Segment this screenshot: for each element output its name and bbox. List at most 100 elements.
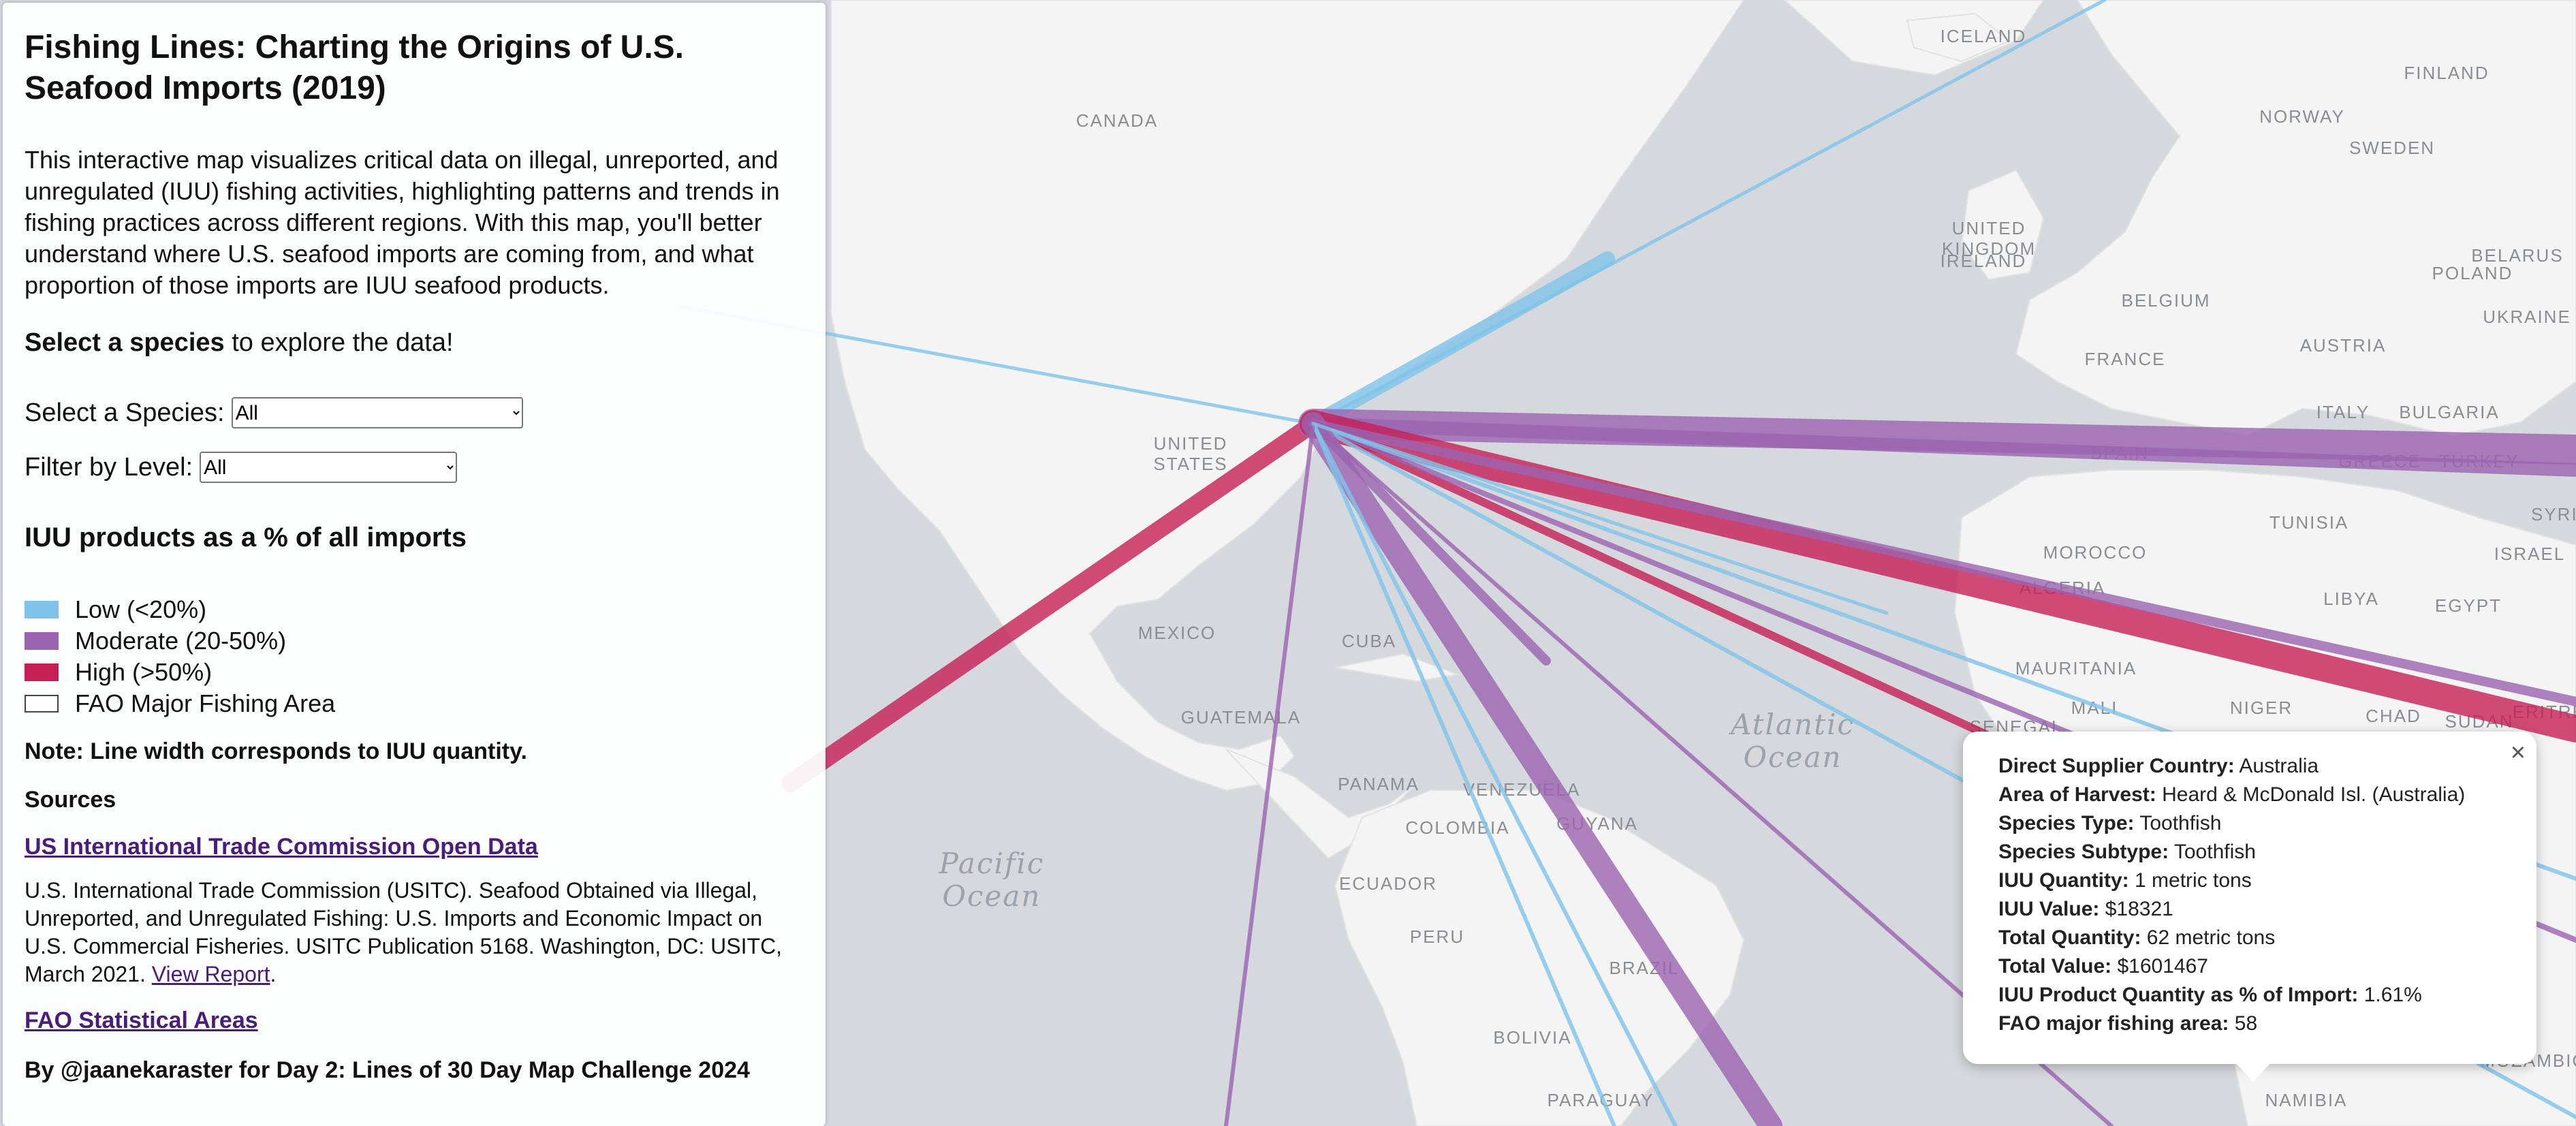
country-label: ISRAEL: [2494, 544, 2566, 564]
country-label: BELARUS: [2471, 245, 2563, 266]
legend-swatch-moderate: [25, 632, 59, 650]
popup-row-iuu-percent: IUU Product Quantity as % of Import: 1.6…: [1998, 981, 2515, 1010]
country-label: BOLIVIA: [1493, 1027, 1571, 1048]
citation-text: U.S. International Trade Commission (USI…: [25, 878, 783, 986]
country-label: LIBYA: [2323, 589, 2379, 609]
country-label: MOROCCO: [2043, 542, 2148, 563]
ocean-label: Pacific: [939, 847, 1045, 880]
trade-flow-line-high[interactable]: [781, 415, 1322, 792]
country-label: UKRAINE: [2483, 307, 2571, 327]
country-label: NORWAY: [2259, 106, 2345, 127]
popup-label: Species Subtype:: [1998, 841, 2169, 863]
instruction-bold: Select a species: [25, 328, 225, 357]
legend-item-moderate: Moderate (20-50%): [25, 625, 804, 657]
line-width-note: Note: Line width corresponds to IUU quan…: [25, 738, 527, 764]
country-label: ICELAND: [1941, 26, 2027, 46]
popup-value: $1601467: [2117, 955, 2208, 978]
country-label: IRELAND: [1941, 251, 2027, 271]
ocean-label: Ocean: [943, 879, 1041, 913]
popup-value: 62 metric tons: [2146, 926, 2276, 949]
author-credit: By @jaanekaraster for Day 2: Lines of 30…: [25, 1057, 750, 1083]
popup-value: Heard & McDonald Isl. (Australia): [2162, 783, 2466, 806]
level-label: Filter by Level:: [25, 452, 193, 482]
country-label: EGYPT: [2435, 595, 2502, 616]
popup-label: Total Quantity:: [1998, 926, 2141, 949]
sources-heading: Sources: [25, 787, 116, 813]
trade-flow-line-moderate[interactable]: [1308, 419, 1551, 666]
description: This interactive map visualizes critical…: [25, 146, 780, 299]
trade-flow-line-high[interactable]: [1309, 420, 1993, 740]
usitc-data-link[interactable]: US International Trade Commission Open D…: [25, 834, 538, 860]
popup-label: Direct Supplier Country:: [1998, 755, 2235, 777]
species-control: Select a Species: All: [25, 397, 804, 428]
fao-areas-link[interactable]: FAO Statistical Areas: [25, 1007, 258, 1033]
trade-flow-line-low[interactable]: [1311, 422, 1678, 1126]
popup-pointer: [2235, 1063, 2271, 1082]
trade-flow-line-moderate[interactable]: [1224, 422, 1315, 1126]
legend-swatch-low: [25, 601, 59, 619]
species-label: Select a Species:: [25, 398, 225, 427]
trade-flow-line-low[interactable]: [1311, 422, 1616, 1126]
country-label: BULGARIA: [2399, 402, 2500, 422]
legend-label-fao: FAO Major Fishing Area: [75, 689, 336, 717]
ocean-label: Atlantic: [1728, 708, 1855, 741]
country-label: SWEDEN: [2349, 138, 2435, 158]
country-label: CUBA: [1342, 631, 1396, 651]
country-label: ITALY: [2316, 402, 2370, 422]
country-label: TUNISIA: [2269, 512, 2349, 533]
species-select[interactable]: All: [231, 397, 523, 428]
legend-item-high: High (>50%): [25, 657, 804, 688]
country-label: SYRIA: [2531, 504, 2576, 525]
popup-value: 1.61%: [2363, 984, 2422, 1006]
popup-row-species-subtype: Species Subtype: Toothfish: [1998, 838, 2515, 866]
popup-row-iuu-quantity: IUU Quantity: 1 metric tons: [1998, 866, 2515, 895]
legend-swatch-fao: [25, 695, 59, 713]
country-label: CHAD: [2366, 706, 2421, 726]
popup-value: Australia: [2239, 755, 2319, 777]
popup-row-species-type: Species Type: Toothfish: [1998, 809, 2515, 838]
view-report-link[interactable]: View Report: [151, 962, 270, 986]
trade-flow-line-low[interactable]: [1311, 422, 1889, 615]
popup-label: Total Value:: [1998, 955, 2112, 978]
country-label: GUATEMALA: [1181, 707, 1301, 728]
country-label: NAMIBIA: [2265, 1090, 2348, 1110]
popup-row-supplier: Direct Supplier Country: Australia: [1998, 752, 2515, 781]
citation: U.S. International Trade Commission (USI…: [25, 878, 783, 986]
country-label: POLAND: [2432, 263, 2513, 283]
legend-label-low: Low (<20%): [75, 595, 207, 623]
legend: Low (<20%) Moderate (20-50%) High (>50%)…: [25, 594, 804, 719]
popup-row-total-value: Total Value: $1601467: [1998, 952, 2515, 981]
page-title: Fishing Lines: Charting the Origins of U…: [25, 29, 685, 106]
trade-flow-line-low[interactable]: [1306, 251, 1615, 431]
legend-item-fao: FAO Major Fishing Area: [25, 688, 804, 719]
country-label: KINGDOM: [1942, 238, 2036, 259]
country-label: PERU: [1410, 926, 1464, 947]
country-label: ECUADOR: [1339, 873, 1437, 894]
trade-flow-line-moderate[interactable]: [1308, 419, 2576, 706]
close-icon[interactable]: ×: [2510, 738, 2526, 767]
popup-label: IUU Product Quantity as % of Import:: [1998, 984, 2359, 1006]
popup-label: Area of Harvest:: [1998, 783, 2156, 806]
popup-label: FAO major fishing area:: [1998, 1012, 2229, 1035]
trade-flow-lines[interactable]: [679, 0, 2576, 1126]
legend-label-moderate: Moderate (20-50%): [75, 627, 287, 655]
popup-label: IUU Value:: [1998, 898, 2100, 920]
popup-row-fao-area: FAO major fishing area: 58: [1998, 1010, 2515, 1038]
ocean-label: Ocean: [1744, 740, 1842, 774]
level-select[interactable]: All: [200, 452, 458, 483]
country-label: CANADA: [1076, 110, 1158, 131]
popup-value: 58: [2234, 1012, 2258, 1035]
trade-flow-line-moderate[interactable]: [1306, 417, 2576, 477]
level-control: Filter by Level: All: [25, 452, 804, 483]
country-label: UNITED: [1952, 218, 2026, 238]
country-label: FINLAND: [2404, 63, 2489, 83]
legend-label-high: High (>50%): [75, 658, 213, 686]
popup-row-total-quantity: Total Quantity: 62 metric tons: [1998, 924, 2515, 952]
legend-item-low: Low (<20%): [25, 594, 804, 625]
popup-label: IUU Quantity:: [1998, 869, 2129, 892]
country-label: UNITED: [1154, 433, 1228, 454]
country-label: MAURITANIA: [2015, 658, 2137, 678]
country-label: MEXICO: [1138, 623, 1216, 643]
trade-flow-line-moderate[interactable]: [1302, 412, 1782, 1126]
legend-swatch-high: [25, 663, 59, 681]
